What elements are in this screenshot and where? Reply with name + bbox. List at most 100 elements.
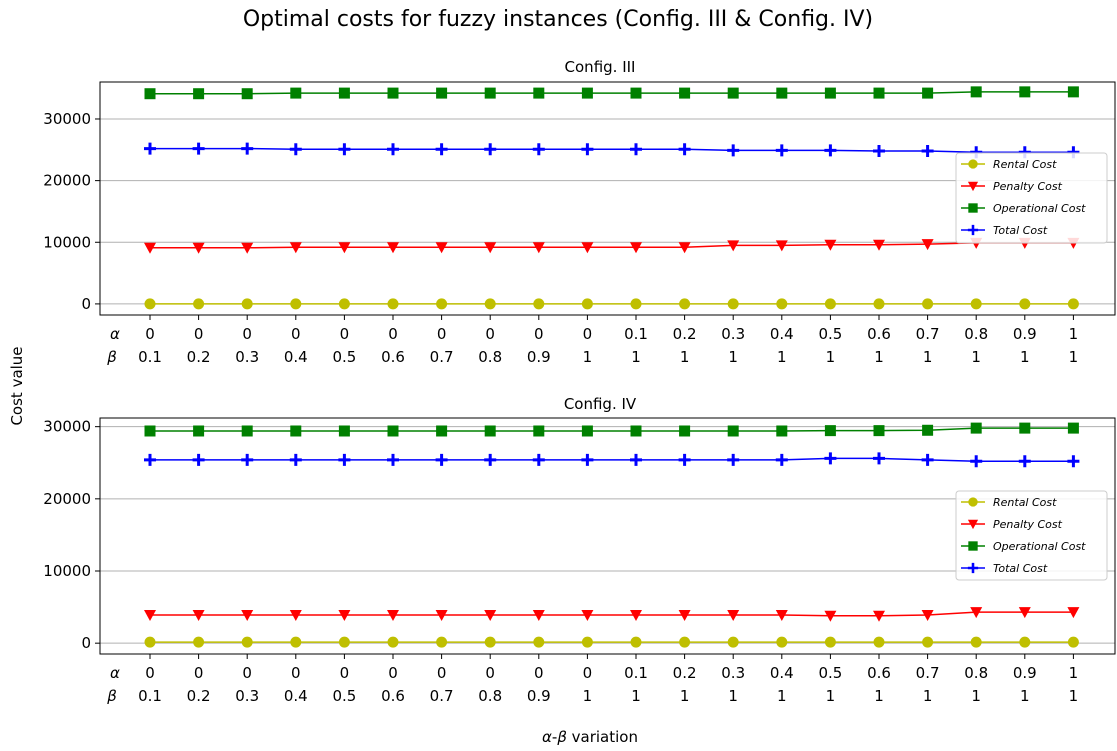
data-point-rental-cost-config-iv <box>436 636 448 648</box>
data-point-total-cost-config-iv <box>289 453 302 466</box>
data-point-penalty-cost-config-iii <box>387 242 399 254</box>
data-point-operational-cost-config-iv <box>679 425 691 437</box>
data-point-operational-cost-config-iii <box>630 87 642 99</box>
data-point-penalty-cost-config-iv <box>921 610 934 622</box>
x-tick-label-beta: 1 <box>971 348 981 366</box>
x-tick-label-beta: 1 <box>583 348 593 366</box>
legend-marker-operational-cost <box>968 541 978 551</box>
data-point-operational-cost-config-iv <box>630 425 642 437</box>
y-tick-label: 30000 <box>43 418 91 436</box>
x-tick-label-beta: 0.6 <box>381 687 405 705</box>
data-point-total-cost-config-iv <box>727 453 740 466</box>
data-point-operational-cost-config-iii <box>436 87 448 99</box>
data-point-penalty-cost-config-iv <box>532 610 545 622</box>
x-tick-label-beta: 0.7 <box>430 348 454 366</box>
y-tick-label: 20000 <box>43 490 91 508</box>
data-point-penalty-cost-config-iv <box>630 610 642 622</box>
data-point-rental-cost-config-iv <box>922 636 934 648</box>
x-tick-label-beta: 0.6 <box>381 348 405 366</box>
data-point-rental-cost-config-iv <box>533 636 545 648</box>
series-line-penalty-cost-config-iv <box>150 611 1074 617</box>
series-config-iii <box>144 86 1080 310</box>
x-tick-label-alpha: 0 <box>437 325 447 343</box>
data-point-rental-cost-config-iv <box>1067 636 1079 648</box>
data-point-total-cost-config-iii <box>387 143 399 156</box>
x-tick-label-beta: 0.2 <box>187 348 211 366</box>
data-point-rental-cost-config-iii <box>679 298 691 310</box>
legend-marker-penalty-cost <box>967 519 979 530</box>
y-tick-label: 20000 <box>43 172 91 190</box>
data-point-penalty-cost-config-iii <box>532 242 545 254</box>
x-tick-label-beta: 0.9 <box>527 687 551 705</box>
data-point-operational-cost-config-iii <box>1019 86 1031 98</box>
data-point-total-cost-config-iii <box>775 144 788 157</box>
data-point-rental-cost-config-iii <box>1019 298 1031 310</box>
data-point-operational-cost-config-iv <box>387 425 399 437</box>
x-tick-label-alpha: 0.6 <box>867 325 891 343</box>
data-point-rental-cost-config-iii <box>241 298 253 310</box>
data-point-total-cost-config-iv <box>630 453 642 466</box>
data-point-rental-cost-config-iv <box>970 636 982 648</box>
x-tick-label-beta: 1 <box>1020 348 1030 366</box>
x-tick-label-alpha: 0.4 <box>770 664 794 682</box>
x-tick-label-alpha: 0 <box>291 664 301 682</box>
data-point-rental-cost-config-iii <box>193 298 205 310</box>
data-point-penalty-cost-config-iv <box>435 610 448 622</box>
data-point-operational-cost-config-iv <box>970 422 982 434</box>
data-point-total-cost-config-iii <box>581 143 594 156</box>
legend-label-total-cost: Total Cost <box>993 562 1048 575</box>
data-point-operational-cost-config-iv <box>338 425 350 437</box>
legend-marker-penalty-cost <box>967 181 979 192</box>
data-point-total-cost-config-iii <box>435 143 448 156</box>
x-axis-label-rest: variation <box>567 728 638 746</box>
x-tick-label-beta: 0.5 <box>332 348 356 366</box>
data-point-operational-cost-config-iv <box>776 425 788 437</box>
x-tick-label-beta: 1 <box>680 348 690 366</box>
data-point-rental-cost-config-iii <box>970 298 982 310</box>
x-tick-label-beta: 1 <box>680 687 690 705</box>
data-point-rental-cost-config-iii <box>484 298 496 310</box>
data-point-total-cost-config-iv <box>1067 455 1080 468</box>
x-tick-label-beta: 0.5 <box>332 687 356 705</box>
x-tick-label-alpha: 0 <box>534 664 544 682</box>
series-line-total-cost-config-iii <box>150 147 1074 154</box>
x-tick-label-alpha: 0 <box>485 664 495 682</box>
data-point-rental-cost-config-iii <box>727 298 739 310</box>
x-tick-label-alpha: 1 <box>1069 325 1079 343</box>
x-tick-label-alpha: 0.1 <box>624 325 648 343</box>
data-point-penalty-cost-config-iii <box>338 242 351 254</box>
x-tick-label-alpha: 0.9 <box>1013 664 1037 682</box>
data-point-rental-cost-config-iii <box>873 298 885 310</box>
data-point-total-cost-config-iv <box>581 453 594 466</box>
data-point-total-cost-config-iv <box>1018 455 1031 468</box>
x-tick-label-alpha: 0.5 <box>818 325 842 343</box>
data-point-total-cost-config-iv <box>678 453 691 466</box>
x-tick-label-alpha: 0.2 <box>673 664 697 682</box>
plot-frame-config-iii <box>99 81 1116 316</box>
data-point-operational-cost-config-iv <box>484 425 496 437</box>
data-point-total-cost-config-iv <box>970 455 983 468</box>
data-point-rental-cost-config-iv <box>241 636 253 648</box>
x-tick-label-alpha: 0.3 <box>721 664 745 682</box>
data-point-rental-cost-config-iii <box>533 298 545 310</box>
x-tick-label-beta: 0.8 <box>478 687 502 705</box>
x-tick-label-beta: 0.1 <box>138 348 162 366</box>
x-tick-label-alpha: 0 <box>291 325 301 343</box>
data-point-operational-cost-config-iv <box>436 425 448 437</box>
data-point-penalty-cost-config-iv <box>192 610 205 622</box>
data-point-penalty-cost-config-iv <box>678 610 691 622</box>
data-point-penalty-cost-config-iv <box>824 610 837 622</box>
data-point-operational-cost-config-iii <box>970 86 982 98</box>
data-point-total-cost-config-iii <box>338 143 351 156</box>
x-tick-label-alpha: 0 <box>194 664 204 682</box>
data-point-penalty-cost-config-iii <box>678 242 691 254</box>
panel-title-config-iv: Config. IV <box>564 395 637 413</box>
data-point-operational-cost-config-iii <box>533 87 545 99</box>
legend-marker-operational-cost <box>968 203 978 213</box>
data-point-penalty-cost-config-iii <box>581 242 594 254</box>
data-point-penalty-cost-config-iii <box>144 242 156 254</box>
y-tick-label: 30000 <box>43 110 91 128</box>
x-tick-label-beta: 0.9 <box>527 348 551 366</box>
x-ticks-config-iv: αβ 0 0.1 0 0.2 0 0.3 0 0.4 0 0.5 0 0.6 0 0.7 0 0.8 0 0.9 0 1… <box>106 654 1078 705</box>
